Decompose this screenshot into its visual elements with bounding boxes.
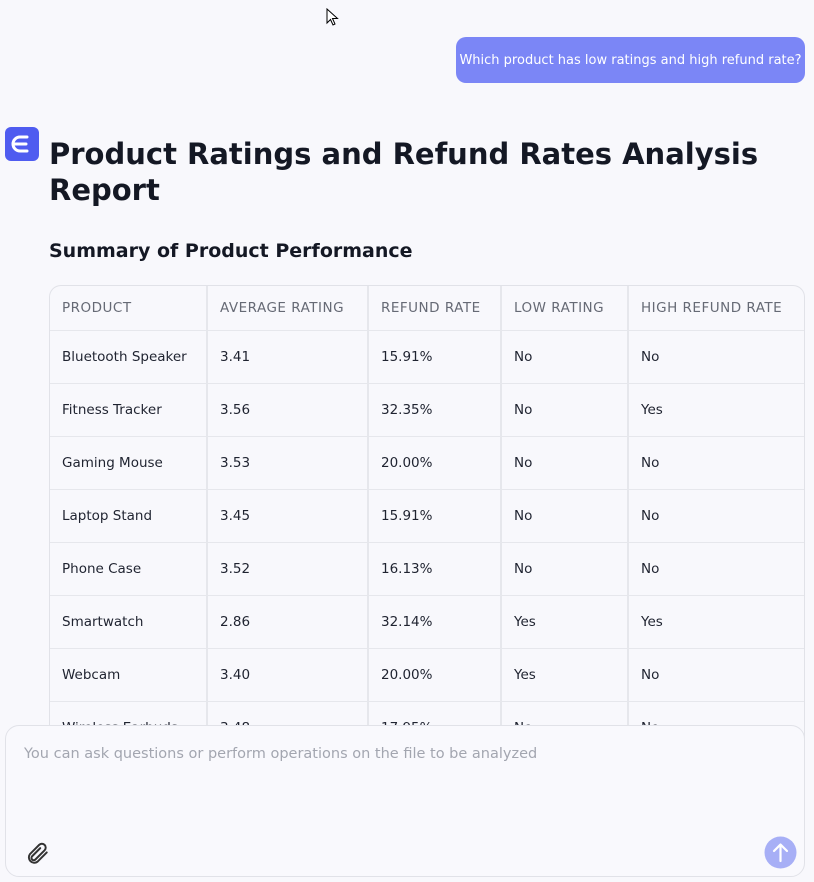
- report-subtitle: Summary of Product Performance: [49, 240, 413, 262]
- table-row: Phone Case 3.52 16.13% No No: [50, 542, 804, 596]
- table-cell: 3.52: [206, 542, 368, 596]
- input-placeholder: You can ask questions or perform operati…: [24, 746, 538, 762]
- user-message: Which product has low ratings and high r…: [456, 37, 805, 83]
- table-cell: 2.86: [206, 595, 368, 649]
- table-row: Webcam 3.40 20.00% Yes No: [50, 648, 804, 702]
- column-header: PRODUCT: [50, 286, 207, 331]
- table-cell: Smartwatch: [50, 595, 207, 649]
- table-cell: No: [627, 330, 804, 384]
- table-cell: No: [500, 330, 628, 384]
- table-cell: Laptop Stand: [50, 489, 207, 543]
- table-cell: Yes: [627, 595, 804, 649]
- table-cell: 32.35%: [367, 383, 501, 437]
- header-row: PRODUCT AVERAGE RATING REFUND RATE LOW RATI…: [50, 286, 804, 331]
- column-header: LOW RATING: [500, 286, 628, 331]
- table-cell: Fitness Tracker: [50, 383, 207, 437]
- attach-button[interactable]: [24, 840, 50, 866]
- table-row: Fitness Tracker 3.56 32.35% No Yes: [50, 383, 804, 437]
- table-cell: Gaming Mouse: [50, 436, 207, 490]
- summary-table: PRODUCT AVERAGE RATING REFUND RATE LOW RATI…: [50, 286, 804, 745]
- table-cell: No: [627, 489, 804, 543]
- chat-input[interactable]: You can ask questions or perform operati…: [5, 725, 805, 877]
- table-cell: 20.00%: [367, 436, 501, 490]
- table-cell: 20.00%: [367, 648, 501, 702]
- table-cell: Yes: [500, 648, 628, 702]
- table-row: Gaming Mouse 3.53 20.00% No No: [50, 436, 804, 490]
- table-cell: No: [500, 436, 628, 490]
- assistant-avatar: [5, 127, 39, 161]
- table-cell: No: [627, 648, 804, 702]
- table-cell: No: [500, 489, 628, 543]
- table-cell: 32.14%: [367, 595, 501, 649]
- table-cell: Yes: [500, 595, 628, 649]
- table-cell: No: [627, 542, 804, 596]
- table-container: PRODUCT AVERAGE RATING REFUND RATE LOW RATI…: [49, 285, 805, 745]
- table-cell: No: [500, 383, 628, 437]
- table-row: Laptop Stand 3.45 15.91% No No: [50, 489, 804, 543]
- report-title: Product Ratings and Refund Rates Analysi…: [49, 137, 759, 207]
- table-cell: 3.40: [206, 648, 368, 702]
- table-cell: 15.91%: [367, 330, 501, 384]
- table-cell: Bluetooth Speaker: [50, 330, 207, 384]
- table-cell: 15.91%: [367, 489, 501, 543]
- send-button[interactable]: [764, 836, 797, 869]
- column-header: AVERAGE RATING: [206, 286, 368, 331]
- mouse-cursor: [326, 8, 339, 26]
- column-header: HIGH REFUND RATE: [627, 286, 804, 331]
- table-cell: No: [500, 542, 628, 596]
- table-cell: 3.53: [206, 436, 368, 490]
- table-cell: 3.56: [206, 383, 368, 437]
- table-cell: 3.45: [206, 489, 368, 543]
- table-row: Bluetooth Speaker 3.41 15.91% No No: [50, 330, 804, 384]
- table-cell: Yes: [627, 383, 804, 437]
- table-cell: No: [627, 436, 804, 490]
- table-row: Smartwatch 2.86 32.14% Yes Yes: [50, 595, 804, 649]
- table-cell: 16.13%: [367, 542, 501, 596]
- table-cell: Phone Case: [50, 542, 207, 596]
- column-header: REFUND RATE: [367, 286, 501, 331]
- table-cell: 3.41: [206, 330, 368, 384]
- table-cell: Webcam: [50, 648, 207, 702]
